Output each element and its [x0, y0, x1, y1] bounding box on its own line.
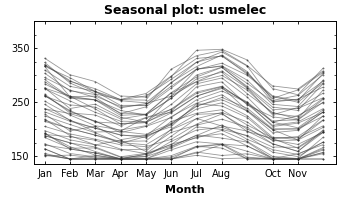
Title: Seasonal plot: usmelec: Seasonal plot: usmelec	[104, 4, 266, 17]
X-axis label: Month: Month	[165, 185, 205, 195]
